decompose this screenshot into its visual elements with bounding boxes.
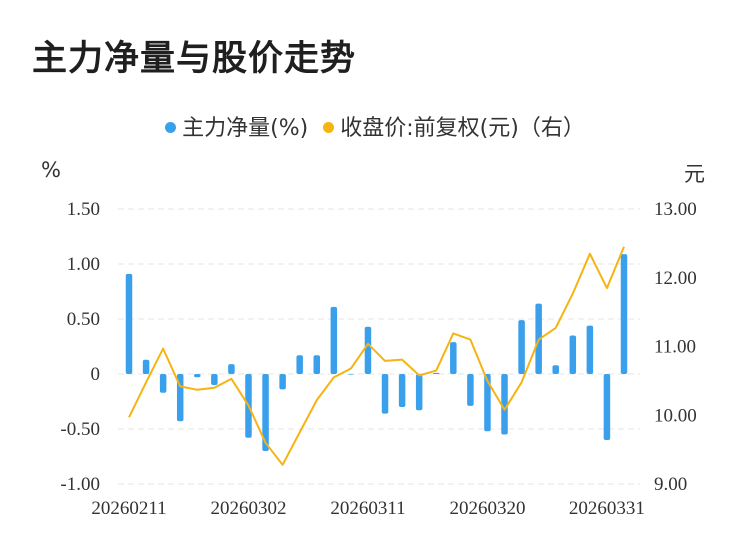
right-tick-label: 13.00	[654, 199, 697, 220]
price-line-series	[128, 246, 625, 466]
x-tick-label: 20260302	[210, 498, 286, 519]
legend-label-main-net: 主力净量(%)	[182, 116, 309, 141]
x-tick-label: 20260320	[449, 498, 525, 519]
left-tick-label: 0	[91, 364, 101, 385]
bar	[415, 374, 423, 411]
bar	[501, 374, 508, 435]
right-axis-unit: 元	[684, 162, 705, 186]
price-line	[128, 246, 625, 466]
bar	[364, 326, 372, 374]
right-tick-label: 9.00	[654, 474, 687, 495]
bar	[586, 325, 594, 374]
bar	[194, 374, 201, 378]
bar	[603, 374, 611, 440]
right-tick-label: 11.00	[654, 337, 696, 358]
bar	[552, 365, 559, 374]
grid-lines	[118, 208, 640, 485]
legend-item-close-price[interactable]: 收盘价:前复权(元)（右）	[323, 110, 585, 142]
legend-item-main-net[interactable]: 主力净量(%)	[165, 110, 308, 142]
left-tick-label: 0.50	[67, 309, 100, 330]
bar	[228, 364, 235, 374]
legend-bar-swatch	[165, 121, 177, 133]
x-tick-label: 20260311	[330, 498, 405, 519]
legend-line-swatch	[323, 121, 335, 133]
bar	[296, 355, 303, 374]
x-tick-label: 20260331	[569, 498, 645, 519]
chart-legend: 主力净量(%) 收盘价:前复权(元)（右）	[0, 110, 750, 142]
bar	[262, 374, 269, 451]
bar	[484, 374, 491, 432]
chart-title: 主力净量与股价走势	[32, 39, 357, 79]
bar	[279, 374, 286, 390]
left-tick-label: -0.50	[60, 419, 100, 440]
bar	[330, 306, 338, 374]
right-axis-ticks: 13.00 12.00 11.00 10.00 9.00	[654, 199, 697, 495]
left-tick-label: 1.00	[67, 254, 100, 275]
bar	[467, 374, 474, 406]
bar	[159, 374, 167, 393]
bar	[347, 374, 355, 375]
x-axis-ticks: 20260211 20260302 20260311 20260320 20260331	[91, 498, 645, 519]
x-tick-label: 20260211	[91, 498, 166, 519]
right-tick-label: 12.00	[654, 268, 697, 289]
left-tick-label: 1.50	[67, 199, 100, 220]
left-axis-unit: %	[41, 158, 61, 182]
right-tick-label: 10.00	[654, 405, 697, 426]
left-tick-label: -1.00	[60, 474, 100, 495]
bar	[432, 372, 440, 374]
bar	[211, 374, 218, 385]
bar	[620, 254, 628, 374]
bar	[313, 355, 321, 374]
left-axis-ticks: 1.50 1.00 0.50 0 -0.50 -1.00	[60, 199, 100, 495]
bar	[381, 374, 389, 414]
bar	[518, 320, 525, 374]
bar	[125, 273, 133, 374]
bar	[569, 335, 577, 374]
bar	[398, 374, 406, 407]
legend-label-close-price: 收盘价:前复权(元)（右）	[340, 116, 585, 141]
bar	[450, 342, 457, 374]
bar	[142, 359, 150, 374]
